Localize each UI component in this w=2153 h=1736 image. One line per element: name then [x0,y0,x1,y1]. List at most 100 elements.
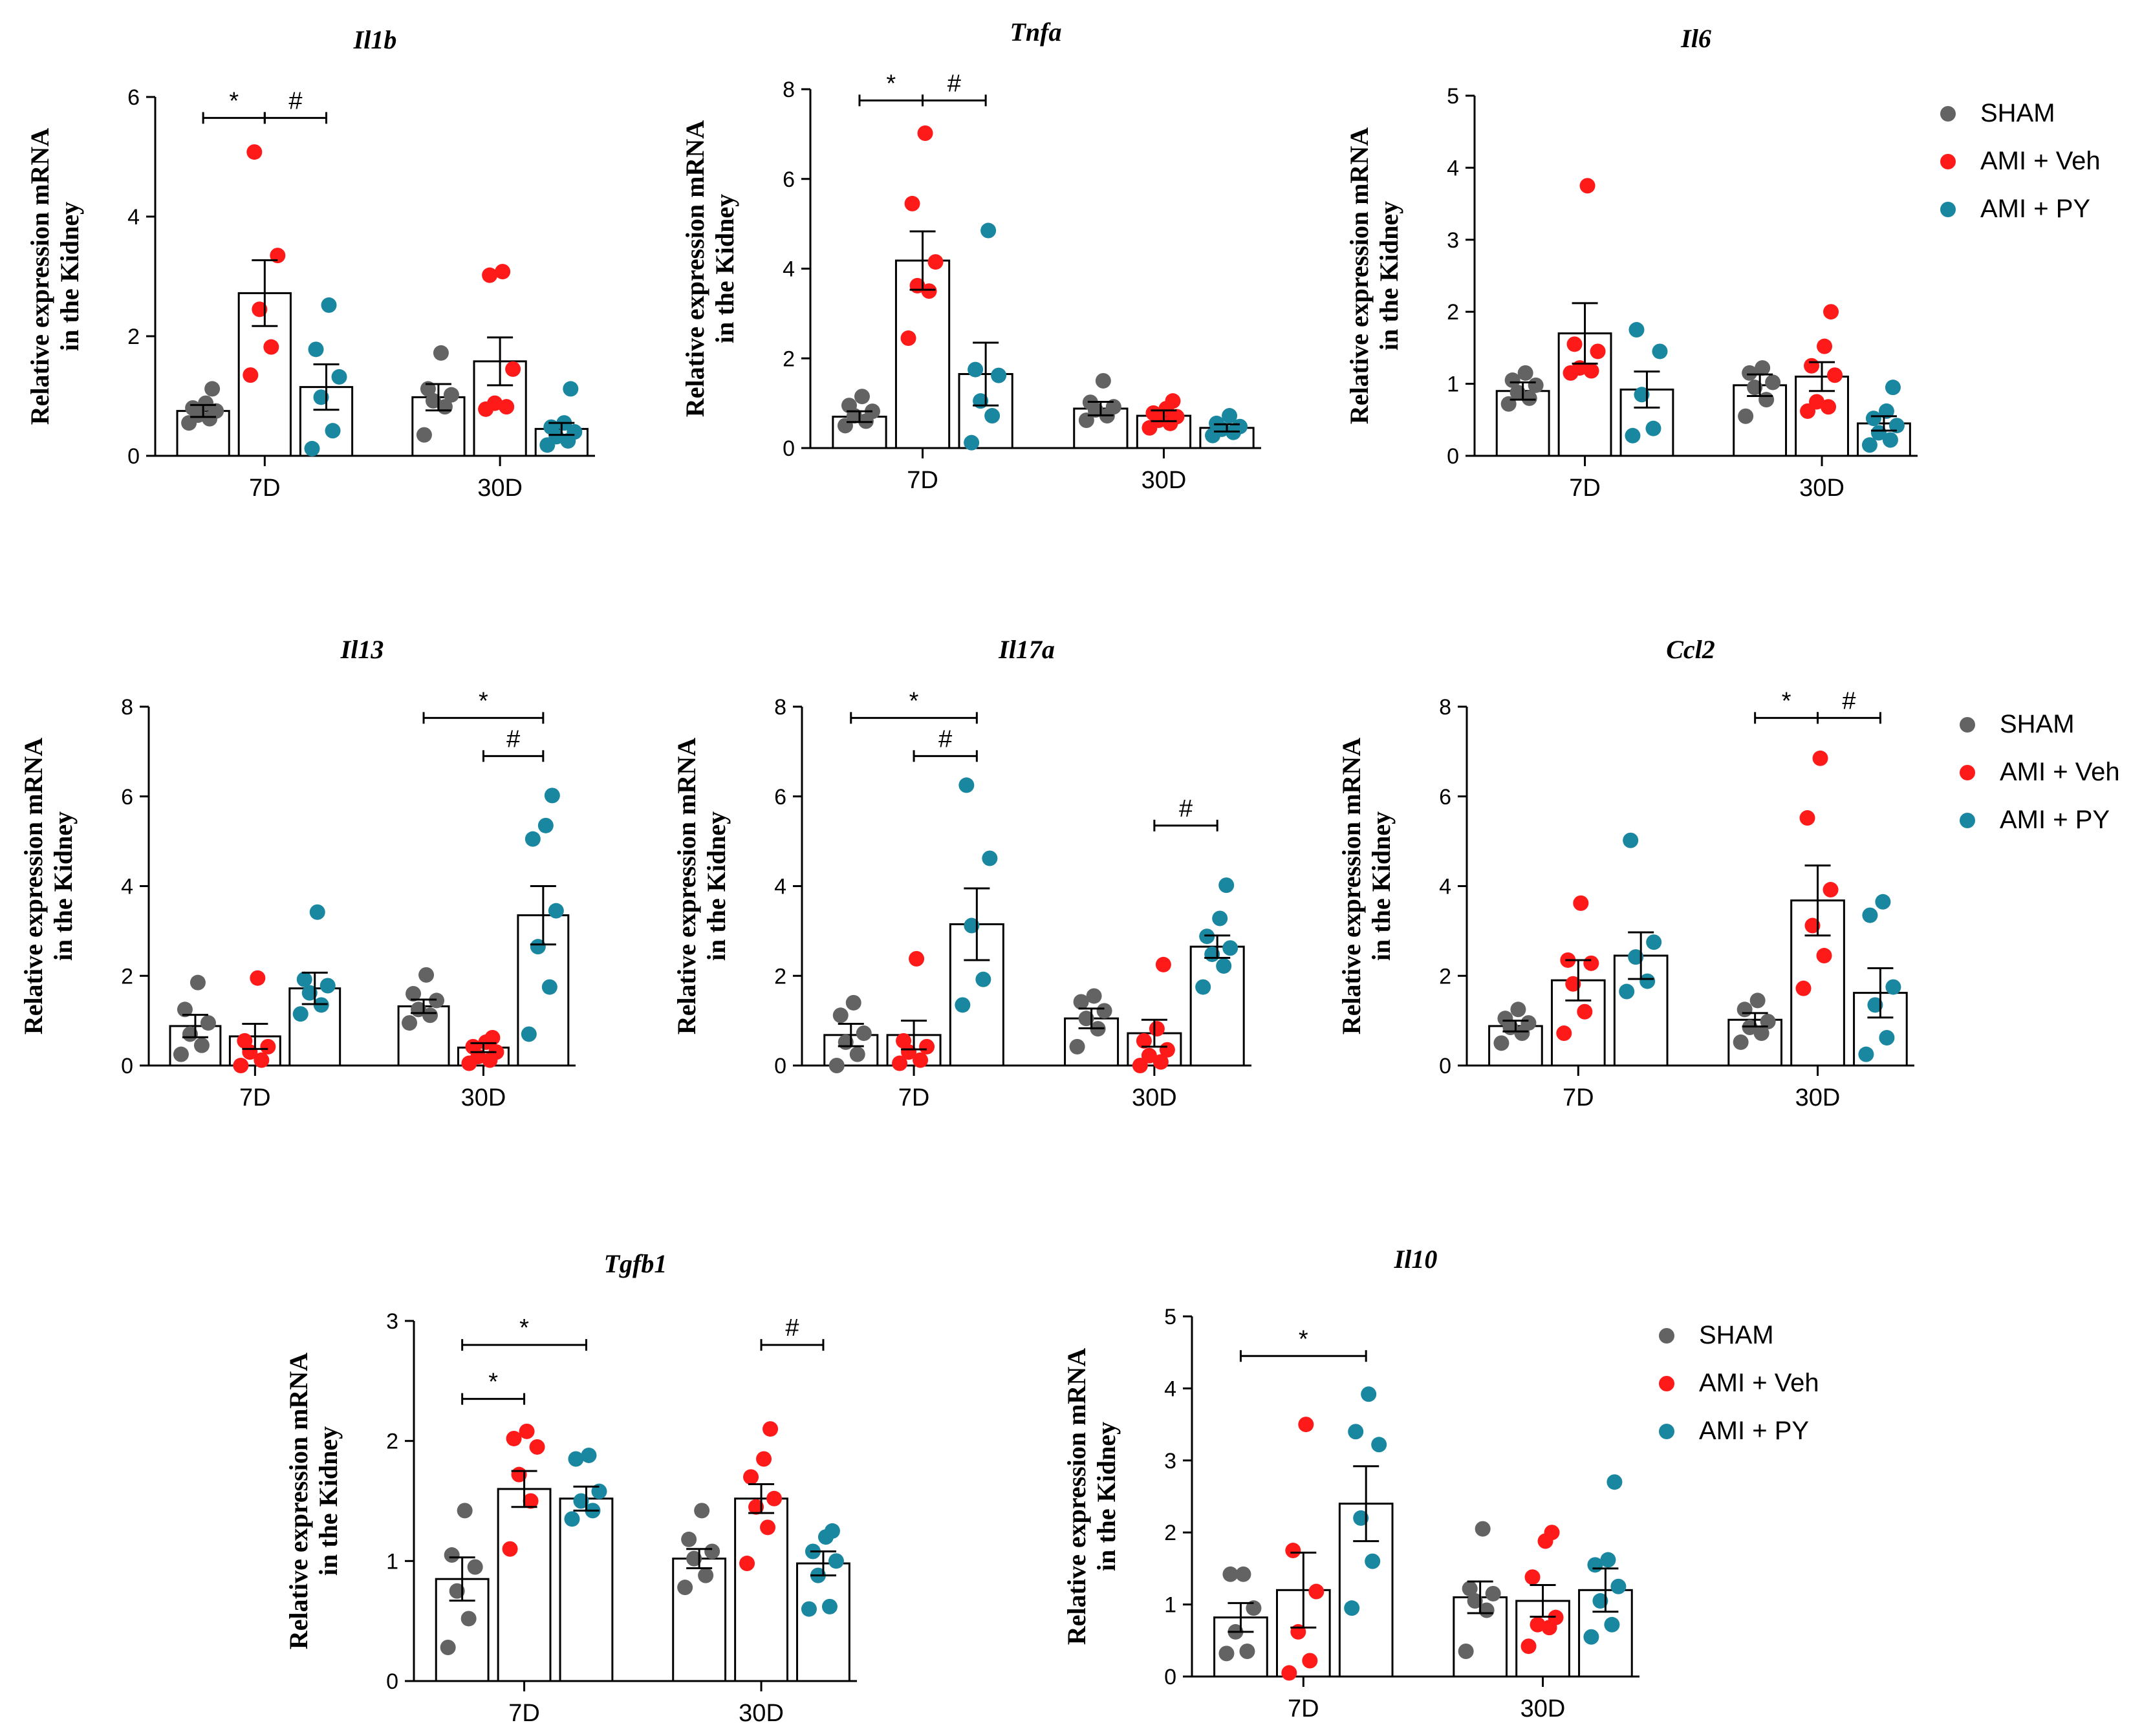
data-point [1733,1034,1749,1050]
panel-il17a: Il17a Relative expression mRNAin the Kidn… [672,635,1251,1111]
y-tick-label: 8 [783,78,795,102]
significance-label: # [1842,687,1855,714]
y-tick-label: 4 [1164,1377,1176,1401]
y-axis-label-line: Relative expression mRNA [1337,738,1366,1034]
y-axis-label: Relative expression mRNAin the Kidney [19,738,78,1034]
data-point [1628,949,1644,965]
data-point [523,1493,539,1509]
data-point [1865,411,1881,427]
data-point [1159,1042,1175,1058]
significance-label: * [479,687,488,714]
y-axis-label-line: in the Kidney [314,1426,343,1576]
x-tick-label: 7D [898,1084,930,1111]
data-point [900,330,916,347]
legend-label: AMI + PY [1699,1417,1809,1445]
data-point [1165,393,1181,409]
data-point [1095,372,1111,389]
data-point [1216,958,1232,974]
y-tick-label: 4 [1447,156,1459,180]
y-axis-label-line: in the Kidney [1367,811,1396,961]
significance-label: # [288,87,302,114]
data-point [748,1499,764,1515]
panel-il13: Il13 Relative expression mRNAin the Kidne… [19,635,576,1111]
data-point [1565,976,1581,992]
data-point [1736,1002,1753,1018]
data-point [1809,394,1825,410]
y-tick-label: 0 [774,1054,786,1078]
y-axis-label-line: Relative expression mRNA [1062,1348,1091,1645]
x-tick-label: 7D [239,1084,271,1111]
data-point [1078,1011,1094,1027]
data-point [958,777,975,793]
y-axis-label: Relative expression mRNAin the Kidney [1337,738,1396,1034]
data-point [204,381,221,397]
data-point [955,997,971,1013]
legend-marker [1940,202,1956,217]
data-point [1246,1600,1262,1616]
data-point [1302,1653,1318,1669]
data-point [1795,980,1812,996]
legend-marker [1960,717,1975,733]
data-point [760,1519,776,1536]
data-point [1509,384,1526,400]
data-point [319,978,336,994]
data-point [1462,1581,1478,1597]
data-point [173,1046,189,1062]
x-tick-label: 30D [1141,467,1187,494]
data-point [568,1451,584,1467]
panel-title: Tgfb1 [604,1249,667,1278]
data-point [1592,1593,1608,1609]
data-point [233,1058,249,1073]
y-tick-label: 5 [1164,1305,1176,1329]
data-point [1625,427,1641,444]
data-point [1069,1038,1085,1055]
data-point [530,939,546,955]
data-point [1823,304,1839,320]
data-point [1804,358,1820,374]
data-point [1867,997,1883,1013]
y-tick-label: 2 [127,325,140,349]
legend-marker [1659,1424,1674,1439]
data-point [991,367,1007,383]
data-point [444,1547,460,1563]
data-point [739,1556,755,1572]
data-point [505,361,521,377]
data-point [1524,1569,1541,1585]
data-point [704,1543,720,1559]
bar [288,987,341,1067]
data-point [909,950,925,967]
data-point [921,283,937,299]
data-point [919,1038,935,1055]
data-point [1600,1552,1616,1568]
data-point [1861,437,1877,453]
data-point [677,1580,693,1596]
y-axis-label: Relative expression mRNAin the Kidney [1345,127,1403,424]
panel-title: Ccl2 [1666,635,1715,664]
data-point [1812,750,1828,766]
y-tick-label: 2 [1439,964,1451,989]
y-axis-label-line: in the Kidney [1374,201,1403,350]
data-point [544,788,560,804]
data-point [521,1026,537,1042]
data-point [1619,983,1635,1000]
data-point [525,831,541,847]
data-point [1577,1003,1593,1020]
data-point [563,381,579,397]
data-point [1239,1644,1255,1660]
y-tick-label: 4 [783,257,795,282]
data-point [1078,412,1094,428]
data-point [849,1046,865,1062]
data-point [1195,979,1211,995]
y-axis-label-line: Relative expression mRNA [25,128,54,425]
data-point [1827,367,1843,383]
data-point [519,1423,535,1439]
data-point [1823,882,1839,898]
data-point [301,985,318,1001]
data-point [1096,1003,1112,1019]
data-point [1149,1021,1165,1037]
data-point [1361,1386,1377,1402]
data-point [1583,363,1599,379]
data-point [856,1025,872,1042]
panel-title: Il1b [353,25,397,54]
data-point [1583,1629,1599,1645]
